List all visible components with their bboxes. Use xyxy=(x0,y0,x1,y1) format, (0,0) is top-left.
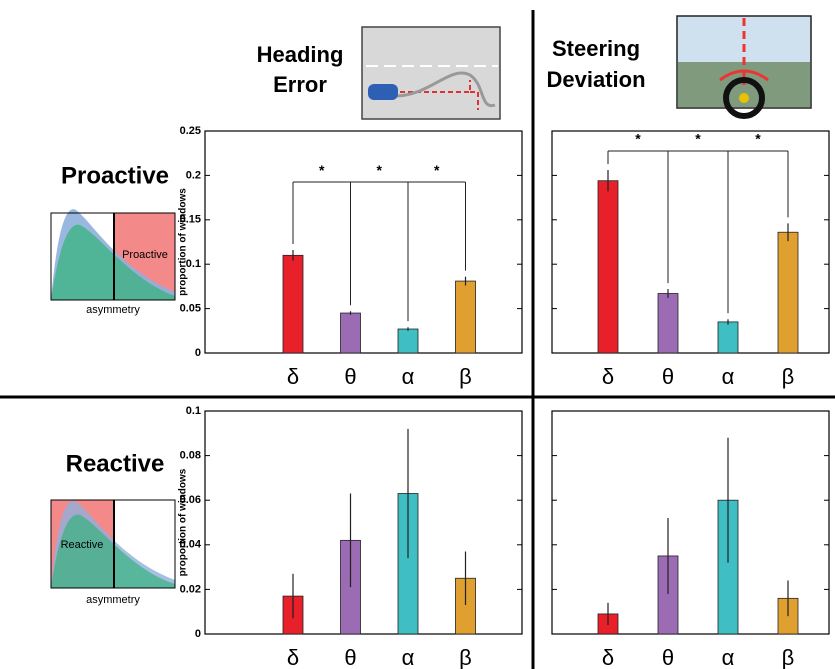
inset-xlabel: asymmetry xyxy=(86,304,140,316)
x-tick-label: δ xyxy=(602,364,614,389)
bar xyxy=(456,281,476,353)
significance-label: * xyxy=(635,131,641,147)
x-tick-label: δ xyxy=(287,645,299,669)
x-tick-label: β xyxy=(782,364,795,389)
y-axis-label: proportion of windows xyxy=(178,188,189,296)
column-title-line: Steering xyxy=(552,36,640,61)
x-tick-label: α xyxy=(402,645,415,669)
bar xyxy=(778,232,798,353)
y-tick-label: 0 xyxy=(195,628,201,640)
x-tick-label: δ xyxy=(602,645,614,669)
x-tick-label: θ xyxy=(344,645,356,669)
y-tick-label: 0.1 xyxy=(186,405,201,417)
y-tick-label: 0 xyxy=(195,347,201,359)
x-tick-label: δ xyxy=(287,364,299,389)
y-tick-label: 0.05 xyxy=(180,303,201,315)
bar xyxy=(598,181,618,353)
x-tick-label: β xyxy=(459,645,472,669)
x-tick-label: α xyxy=(722,364,735,389)
x-tick-label: α xyxy=(722,645,735,669)
x-tick-label: θ xyxy=(662,645,674,669)
x-tick-label: θ xyxy=(662,364,674,389)
significance-label: * xyxy=(755,131,761,147)
bar xyxy=(658,294,678,353)
bar xyxy=(341,313,361,353)
page: {"columns": [{"title": ["Heading", "Erro… xyxy=(0,0,835,669)
y-tick-label: 0.2 xyxy=(186,169,201,181)
bar xyxy=(283,255,303,353)
steering-icon xyxy=(677,16,811,116)
y-tick-label: 0.02 xyxy=(180,583,201,595)
x-tick-label: α xyxy=(402,364,415,389)
significance-label: * xyxy=(319,162,325,178)
inset-label: Proactive xyxy=(122,249,168,261)
heading-icon xyxy=(362,27,500,119)
inset-label: Reactive xyxy=(61,539,104,551)
x-tick-label: β xyxy=(459,364,472,389)
y-tick-label: 0.08 xyxy=(180,450,201,462)
row-label: Reactive xyxy=(66,450,165,477)
figure: Heading Error Steering Deviation Proacti… xyxy=(0,0,835,669)
significance-label: * xyxy=(377,162,383,178)
column-title-line: Error xyxy=(273,72,327,97)
y-tick-label: 0.25 xyxy=(180,125,201,137)
column-title-line: Heading xyxy=(257,42,344,67)
row-label: Proactive xyxy=(61,162,169,189)
significance-label: * xyxy=(695,131,701,147)
x-tick-label: β xyxy=(782,645,795,669)
x-tick-label: θ xyxy=(344,364,356,389)
inset-xlabel: asymmetry xyxy=(86,594,140,606)
bar xyxy=(718,322,738,353)
significance-label: * xyxy=(434,162,440,178)
y-axis-label: proportion of windows xyxy=(178,468,189,576)
bar xyxy=(398,329,418,353)
column-title-line: Deviation xyxy=(546,67,645,92)
